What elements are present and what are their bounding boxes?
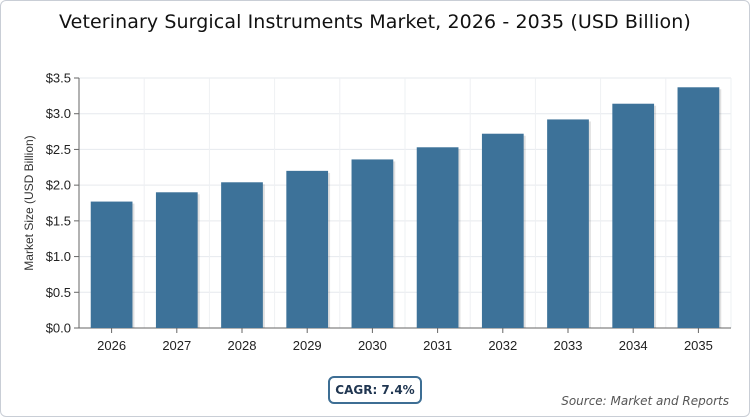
bar-2030 [351, 159, 394, 328]
y-tick-label: $3.5 [46, 71, 71, 86]
x-tick-label: 2030 [358, 338, 387, 353]
x-tick-label: 2032 [488, 338, 517, 353]
x-tick-label: 2031 [423, 338, 452, 353]
x-tick-labels: 2026 2027 2028 2029 2030 2031 2032 2033 2034 2035 [97, 338, 713, 353]
y-axis-label: Market Size (USD Billion) [22, 135, 36, 270]
bar-2034 [612, 103, 655, 328]
bar-2033 [547, 119, 589, 328]
x-tick-label: 2029 [293, 338, 322, 353]
chart-title: Veterinary Surgical Instruments Market, … [59, 11, 691, 33]
y-tick-label: $0.5 [46, 285, 71, 300]
y-tick-label: $0.0 [46, 321, 71, 336]
bar-2029 [286, 170, 329, 328]
y-tick-label: $2.5 [46, 142, 71, 157]
x-tick-label: 2035 [684, 338, 713, 353]
x-tick-label: 2034 [619, 338, 648, 353]
y-tick-label: $1.0 [46, 249, 71, 264]
bar-2028 [221, 182, 263, 328]
y-tick-labels: $0.0 $0.5 $1.0 $1.5 $2.0 $2.5 $3.0 $3.5 [46, 71, 71, 336]
source-note: Source: Market and Reports [561, 394, 729, 408]
cagr-badge: CAGR: 7.4% [328, 376, 422, 404]
bar-2031 [416, 147, 459, 328]
bar-2035 [677, 87, 720, 329]
y-tick-label: $1.5 [46, 213, 71, 228]
bars [90, 87, 722, 329]
y-tick-label: $3.0 [46, 106, 71, 121]
y-tick-label: $2.0 [46, 178, 71, 193]
bar-2027 [155, 192, 198, 328]
bar-2032 [481, 133, 524, 328]
x-tick-label: 2027 [162, 338, 191, 353]
bar-2026 [90, 201, 133, 328]
x-tick-label: 2028 [228, 338, 257, 353]
x-tick-label: 2026 [97, 338, 126, 353]
x-tick-label: 2033 [554, 338, 583, 353]
